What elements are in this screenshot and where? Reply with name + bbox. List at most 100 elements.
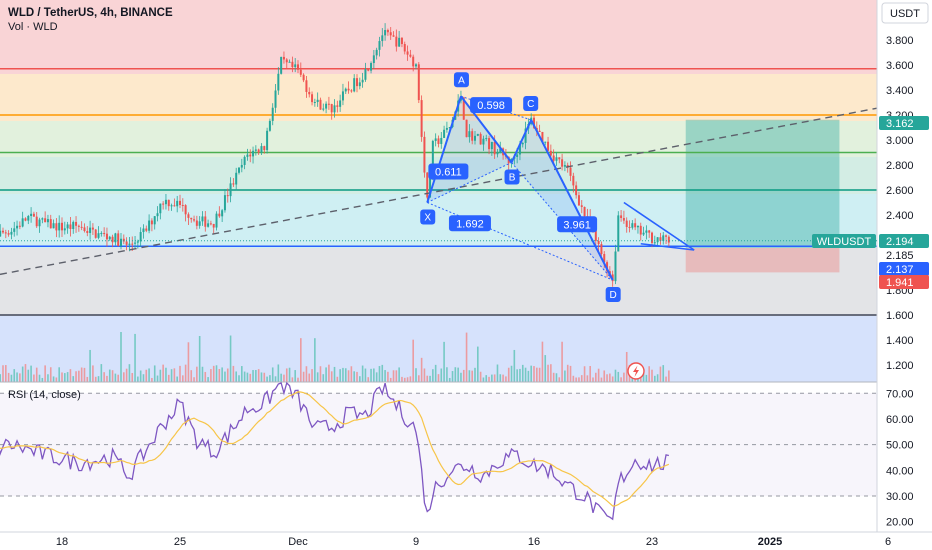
volume-bar bbox=[392, 370, 395, 382]
pattern-leg[interactable] bbox=[530, 119, 614, 281]
volume-zone bbox=[0, 314, 877, 382]
candle-body bbox=[308, 91, 311, 95]
candle-body bbox=[465, 119, 468, 138]
volume-bar bbox=[527, 370, 530, 382]
volume-bar bbox=[16, 372, 18, 382]
candle-body bbox=[263, 146, 266, 151]
volume-bar bbox=[561, 341, 563, 382]
candle-body bbox=[294, 64, 297, 68]
candle-body bbox=[538, 130, 541, 132]
volume-bar bbox=[184, 364, 187, 382]
candle-body bbox=[282, 56, 285, 60]
candle-body bbox=[249, 154, 252, 157]
price-tick-label: 2.800 bbox=[886, 160, 914, 172]
pattern-point-badge[interactable] bbox=[453, 72, 469, 88]
volume-bar bbox=[103, 372, 105, 382]
volume-bar bbox=[100, 364, 103, 382]
candle-body bbox=[4, 232, 7, 234]
long-stop-zone[interactable] bbox=[685, 247, 840, 273]
candle-body bbox=[215, 213, 218, 228]
long-position-tool[interactable] bbox=[685, 119, 840, 273]
candle-body bbox=[445, 127, 448, 130]
xabcd-pattern[interactable]: X A B C D 0.598 0.611 3.961 1.692 bbox=[420, 72, 621, 302]
candle-body bbox=[572, 175, 575, 186]
volume-bar bbox=[521, 364, 524, 382]
volume-bar bbox=[440, 368, 443, 382]
triangle-pattern[interactable] bbox=[623, 201, 695, 251]
lightning-icon[interactable] bbox=[627, 362, 645, 380]
candle-body bbox=[187, 214, 190, 218]
volume-bar bbox=[625, 351, 628, 382]
pattern-leg[interactable] bbox=[510, 119, 533, 163]
volume-bar bbox=[513, 349, 516, 382]
candle-body bbox=[193, 219, 196, 221]
volume-bar bbox=[434, 364, 437, 382]
candle-body bbox=[606, 262, 609, 272]
rsi-title: RSI (14, close) bbox=[8, 389, 81, 401]
volume-bar bbox=[597, 368, 600, 382]
candle-body bbox=[583, 206, 586, 217]
pattern-point-badge[interactable] bbox=[523, 96, 539, 111]
volume-bar bbox=[336, 376, 339, 382]
pattern-ratio-box[interactable] bbox=[428, 163, 469, 180]
candle-body bbox=[218, 213, 221, 217]
volume-bar bbox=[49, 367, 52, 382]
volume-bar bbox=[86, 376, 89, 382]
candle-body bbox=[339, 100, 342, 107]
pattern-point-badge[interactable] bbox=[420, 209, 436, 225]
triangle-upper-line[interactable] bbox=[623, 201, 695, 251]
candle-body bbox=[575, 185, 578, 196]
volume-bar bbox=[21, 366, 24, 382]
volume-bar bbox=[375, 372, 378, 382]
volume-bar bbox=[569, 365, 572, 382]
candle-body bbox=[46, 219, 49, 223]
candle-body bbox=[122, 238, 125, 242]
trendline-tool[interactable] bbox=[0, 107, 878, 276]
candle-body bbox=[516, 154, 519, 157]
chart-title: WLD / TetherUS, 4h, BINANCE bbox=[8, 7, 173, 19]
dashed-trendline[interactable] bbox=[0, 107, 878, 276]
volume-bar bbox=[134, 333, 136, 382]
pattern-leg[interactable] bbox=[460, 95, 513, 164]
candle-body bbox=[257, 149, 260, 153]
volume-bar bbox=[437, 374, 440, 382]
candle-body bbox=[496, 152, 499, 155]
price-tick-label: 2.600 bbox=[886, 185, 914, 197]
candle-body bbox=[190, 217, 193, 220]
candle-body bbox=[642, 232, 645, 235]
pattern-point-label: B bbox=[509, 173, 516, 184]
triangle-lower-line[interactable] bbox=[640, 242, 695, 251]
volume-bar bbox=[92, 365, 94, 382]
volume-bar bbox=[159, 369, 162, 382]
rsi-axis[interactable]: 70.00 60.00 50.00 40.00 30.00 20.00 bbox=[886, 388, 914, 528]
pattern-point-badge[interactable] bbox=[504, 169, 520, 185]
volume-bar bbox=[44, 365, 46, 382]
pattern-ratio-box[interactable] bbox=[448, 215, 491, 232]
time-axis[interactable]: 18 25 Dec 9 16 23 2025 6 bbox=[56, 536, 891, 548]
volume-bar bbox=[538, 367, 541, 382]
pattern-point-badge[interactable] bbox=[605, 287, 621, 302]
candle-body bbox=[114, 233, 117, 243]
candle-body bbox=[325, 103, 328, 109]
volume-bar bbox=[47, 374, 49, 382]
currency-button[interactable]: USDT bbox=[881, 2, 929, 24]
horizontal-levels[interactable] bbox=[0, 68, 877, 316]
candle-body bbox=[552, 155, 555, 161]
candle-body bbox=[69, 224, 72, 229]
volume-bar bbox=[108, 369, 111, 382]
volume-bar bbox=[547, 364, 549, 382]
rsi-tick-label: 30.00 bbox=[886, 491, 914, 503]
pattern-ratio-line[interactable] bbox=[427, 162, 512, 203]
candle-body bbox=[297, 64, 299, 70]
long-target-zone[interactable] bbox=[685, 119, 840, 248]
candle-body bbox=[299, 69, 302, 75]
pattern-leg[interactable] bbox=[426, 95, 462, 203]
pattern-point-label: A bbox=[458, 75, 465, 86]
pattern-ratio-box[interactable] bbox=[557, 216, 598, 233]
volume-bar bbox=[58, 367, 60, 382]
pattern-ratio-box[interactable] bbox=[470, 97, 513, 114]
candle-body bbox=[139, 232, 142, 242]
candle-body bbox=[80, 226, 83, 228]
